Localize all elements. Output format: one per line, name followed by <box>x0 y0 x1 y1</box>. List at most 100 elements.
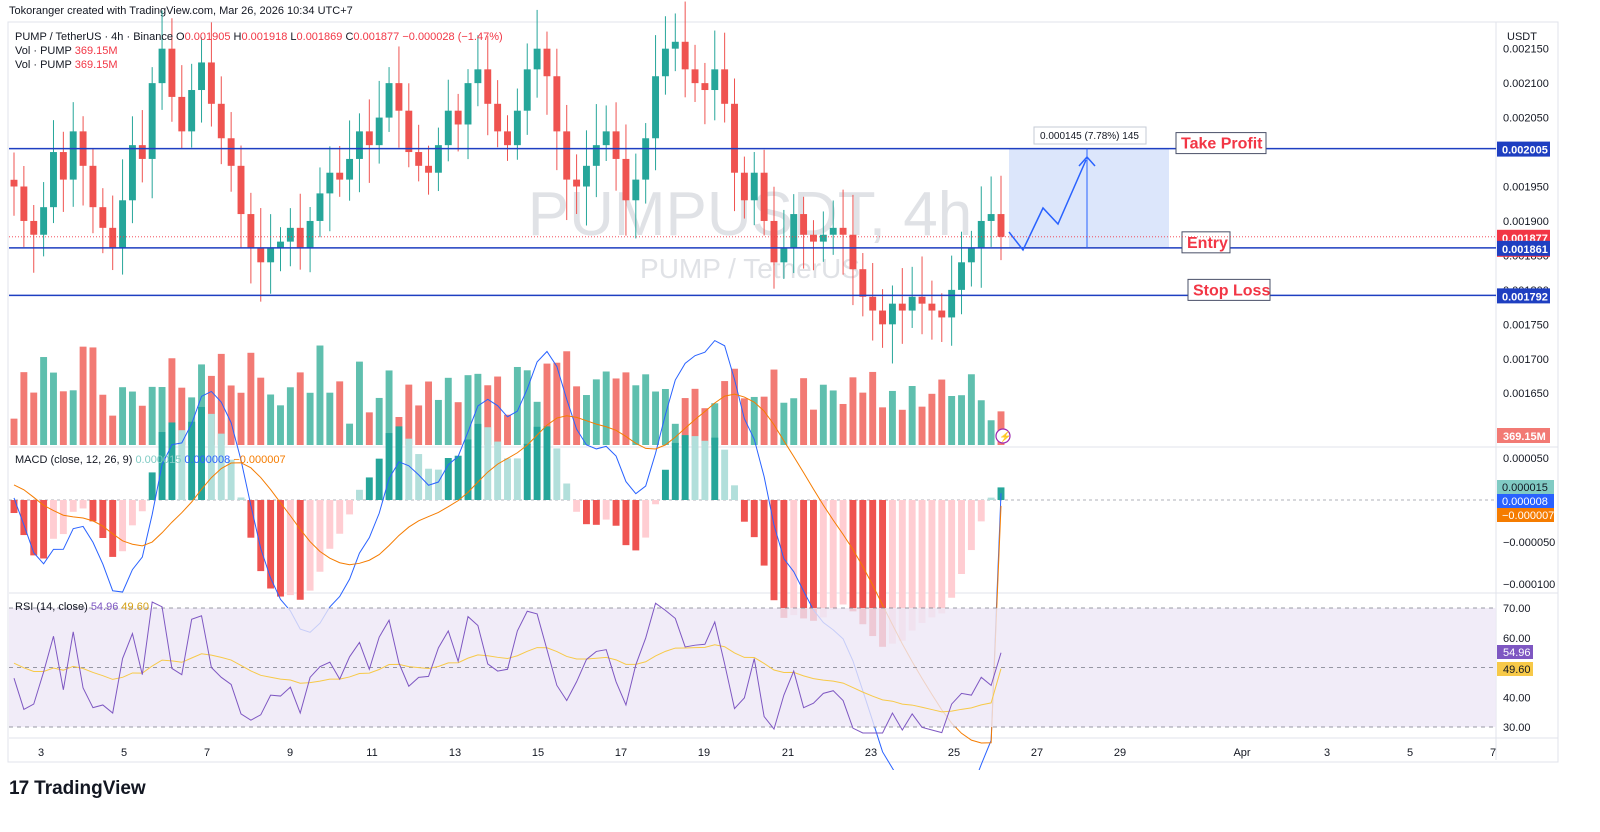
price-axis-tick: 0.001700 <box>1503 354 1549 366</box>
volume-bar <box>504 414 511 445</box>
macd-histogram-bar <box>691 436 699 500</box>
candle-body <box>701 83 709 91</box>
macd-histogram-bar <box>652 500 660 505</box>
price-axis-tick: 0.002150 <box>1503 44 1549 56</box>
macd-histogram-bar <box>908 500 916 631</box>
volume-bar <box>918 406 926 445</box>
candle-body <box>425 165 432 173</box>
price-axis-tick: 0.002100 <box>1503 78 1549 90</box>
candle-body <box>612 131 620 159</box>
candle-body <box>69 131 77 180</box>
macd-histogram-bar <box>859 500 867 625</box>
time-axis-label: 21 <box>782 747 794 759</box>
macd-legend-value: −0.000007 <box>233 454 285 466</box>
candle-body <box>277 241 284 249</box>
ohlc-key: H <box>234 31 242 43</box>
macd-histogram-bar <box>415 454 423 500</box>
volume-bar <box>346 423 354 445</box>
price-badge-text: 0.001861 <box>1502 244 1548 256</box>
price-axis-unit: USDT <box>1507 31 1537 43</box>
candle-body <box>504 131 511 146</box>
macd-badge <box>1497 480 1554 494</box>
volume-bar <box>326 392 334 445</box>
volume-bar <box>484 385 492 445</box>
candle-body <box>563 131 571 180</box>
macd-histogram-bar <box>365 477 373 500</box>
candle-body <box>780 248 788 263</box>
time-axis-label: 13 <box>449 747 461 759</box>
alert-icon-glyph: ⚡ <box>999 430 1011 443</box>
header-volume: Vol · PUMP 369.15M <box>15 59 118 71</box>
rsi-legend-value: 49.60 <box>121 601 149 613</box>
volume-bar <box>573 386 581 445</box>
macd-histogram-bar <box>109 500 117 557</box>
rsi-axis-tick: 60.00 <box>1503 633 1531 645</box>
macd-histogram-bar <box>355 489 363 500</box>
volume-bar <box>908 386 916 445</box>
time-axis-label: 15 <box>532 747 544 759</box>
macd-histogram-bar <box>888 500 896 644</box>
volume-bar <box>652 391 660 445</box>
ohlc-key: O <box>176 31 185 43</box>
macd-histogram-bar <box>810 500 817 621</box>
volume-bar <box>405 384 413 445</box>
volume-bar <box>69 390 77 445</box>
macd-histogram-bar <box>425 468 432 500</box>
candle-body <box>859 269 867 297</box>
volume-bar <box>99 394 107 445</box>
macd-badge-text: 0.000015 <box>1502 482 1548 494</box>
candle-body <box>740 172 748 201</box>
candle-body <box>109 227 117 249</box>
ohlc-value: 0.001877 <box>353 31 402 43</box>
rsi-ma-line <box>13 644 1002 713</box>
attribution-text: Tokoranger created with TradingView.com,… <box>9 5 353 17</box>
ohlc-value: 0.001918 <box>241 31 290 43</box>
macd-histogram-bar <box>198 406 205 500</box>
time-axis-label: 19 <box>698 747 710 759</box>
macd-histogram-bar <box>119 500 127 552</box>
volume-bar <box>869 371 877 445</box>
macd-histogram-bar <box>148 472 156 500</box>
volume-bar <box>829 390 837 445</box>
rsi-badge-text: 54.96 <box>1503 647 1531 659</box>
time-axis-label: 3 <box>38 747 44 759</box>
candle-body <box>977 220 985 249</box>
macd-histogram-bar <box>918 500 926 623</box>
candle-body <box>760 172 768 221</box>
tradingview-logo[interactable]: 17 TradingView <box>9 778 146 800</box>
macd-histogram-bar <box>533 426 541 500</box>
macd-histogram-bar <box>898 500 906 641</box>
volume-bar <box>898 409 906 445</box>
candle-body <box>316 193 324 221</box>
macd-histogram-bar <box>523 443 531 500</box>
price-badge <box>1497 288 1550 304</box>
volume-bar <box>306 392 314 445</box>
chart-svg[interactable]: PUMPUSDT, 4h PUMP / TetherUS Take Profit En… <box>0 0 1600 770</box>
macd-histogram-bar <box>819 500 827 618</box>
measure-label: 0.000145 (7.78%) 145 <box>1040 131 1139 142</box>
volume-bar <box>800 378 808 445</box>
macd-histogram-bar <box>257 500 265 572</box>
macd-histogram-bar <box>839 500 847 605</box>
macd-histogram-bar <box>563 483 571 500</box>
macd-badge-text: −0.000007 <box>1502 510 1554 522</box>
candle-body <box>168 48 176 97</box>
candle-body <box>365 131 373 146</box>
candle-body <box>810 234 817 242</box>
time-axis-label: 7 <box>1490 747 1496 759</box>
volume-bar <box>20 372 28 445</box>
candle-body <box>247 214 255 249</box>
candle-body <box>454 110 462 125</box>
macd-histogram-bar <box>849 500 857 612</box>
macd-histogram-bar <box>395 426 403 500</box>
position-target-box <box>1009 148 1169 248</box>
macd-histogram-bar <box>20 500 28 536</box>
header-symbol: PUMP / TetherUS · 4h · Binance O0.001905… <box>15 31 503 43</box>
macd-histogram-bar <box>829 500 837 610</box>
macd-histogram-bar <box>188 421 196 500</box>
volume-bar <box>227 385 235 445</box>
macd-badge <box>1497 508 1554 522</box>
volume-bar <box>602 371 610 445</box>
volume-bar <box>888 390 896 445</box>
rsi-ma-badge-text: 49.60 <box>1503 664 1531 676</box>
